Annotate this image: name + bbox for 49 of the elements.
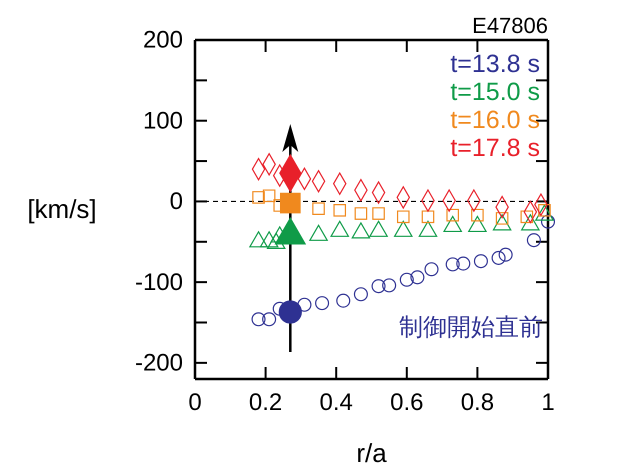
x-tick-label: 0.6 xyxy=(390,389,424,416)
x-tick-label: 0.8 xyxy=(460,389,494,416)
point xyxy=(400,272,414,287)
point xyxy=(336,294,350,308)
point xyxy=(278,300,302,324)
point xyxy=(297,298,312,312)
point xyxy=(312,202,325,215)
point xyxy=(354,207,368,220)
point xyxy=(372,207,385,220)
point xyxy=(456,256,470,271)
point xyxy=(410,270,424,284)
y-tick-label: -100 xyxy=(134,268,183,296)
point xyxy=(372,279,386,294)
point xyxy=(252,312,266,326)
point xyxy=(526,233,541,248)
series-label: t=17.8 s xyxy=(450,134,540,162)
point xyxy=(382,278,396,292)
point xyxy=(396,210,410,224)
y-tick-label: 0 xyxy=(170,188,183,216)
point xyxy=(252,191,265,204)
point xyxy=(492,250,506,265)
text: t=16.0 s xyxy=(450,106,540,134)
point xyxy=(446,257,460,272)
text: E47806 xyxy=(472,13,548,38)
point xyxy=(262,189,276,202)
y-tick-label: 200 xyxy=(142,26,183,54)
x-tick-label: 0.2 xyxy=(248,389,282,416)
point xyxy=(333,204,346,217)
point xyxy=(424,262,439,276)
y-tick-label: 100 xyxy=(142,107,183,134)
annotation: 制御開始直前 xyxy=(399,314,543,341)
text: t=13.8 s xyxy=(450,50,540,78)
text: t=15.0 s xyxy=(450,78,540,106)
point xyxy=(354,287,368,302)
point xyxy=(498,248,513,262)
point xyxy=(422,210,434,224)
y-tick-label: -200 xyxy=(134,350,183,377)
point xyxy=(262,312,276,326)
point xyxy=(280,192,301,214)
point xyxy=(315,296,330,310)
x-axis-title: r/a xyxy=(356,438,388,468)
point xyxy=(446,208,459,222)
point xyxy=(471,208,484,222)
x-tick-label: 0.4 xyxy=(320,389,353,416)
x-tick-label: 1 xyxy=(541,389,555,416)
point xyxy=(474,254,488,268)
y-axis-title: [km/s] xyxy=(27,194,97,224)
point xyxy=(540,214,556,229)
x-tick-label: 0 xyxy=(188,389,202,416)
